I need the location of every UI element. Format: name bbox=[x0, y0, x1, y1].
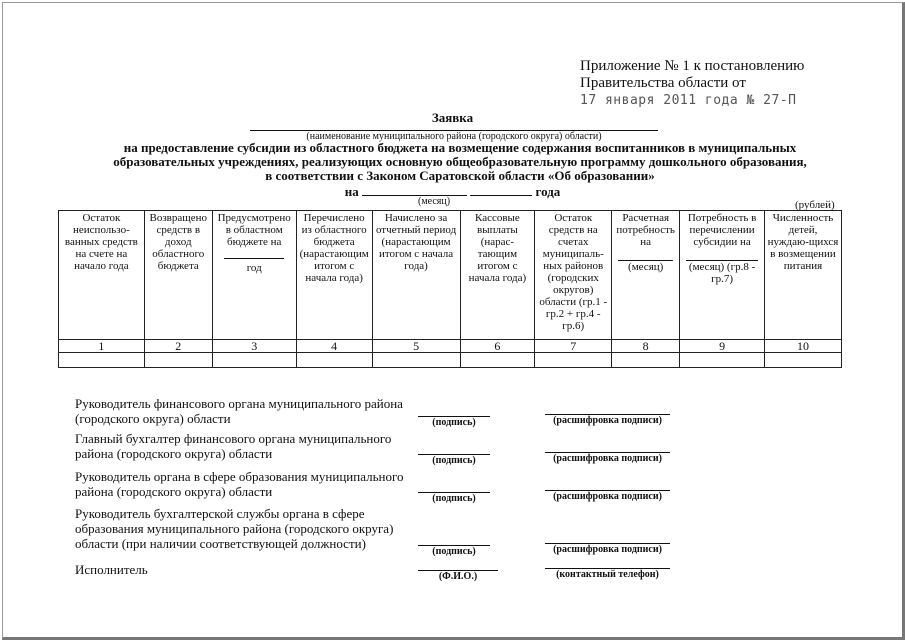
executor-phone-line: (контактный телефон) bbox=[545, 568, 670, 581]
header-cell: Возвращено средств в доход областного бю… bbox=[143, 210, 213, 340]
header-cell: Остаток неиспользо-ванных средств на сче… bbox=[58, 210, 145, 340]
column-number: 7 bbox=[534, 339, 613, 353]
appendix-line2: Правительства области от bbox=[580, 75, 746, 91]
signature-name-line: (расшифровка подписи) bbox=[545, 414, 670, 427]
signature-line: (подпись) bbox=[418, 492, 490, 505]
data-row bbox=[58, 352, 842, 368]
column-number: 5 bbox=[371, 339, 461, 353]
period-line: на года bbox=[0, 184, 905, 200]
header-cell: Расчетная потребность на (месяц) bbox=[611, 210, 681, 340]
signature-name-line: (расшифровка подписи) bbox=[545, 452, 670, 465]
appendix-line1: Приложение № 1 к постановлению bbox=[580, 58, 805, 74]
signature-block-finance-head: Руководитель финансового органа муниципа… bbox=[75, 396, 403, 426]
column-number: 3 bbox=[211, 339, 297, 353]
signature-name-line: (расшифровка подписи) bbox=[545, 543, 670, 556]
header-cell: Остаток средств на счетах муниципаль-ных… bbox=[534, 210, 613, 340]
column-number: 6 bbox=[459, 339, 536, 353]
purpose-text: на предоставление субсидии из областного… bbox=[60, 141, 860, 183]
signature-line: (подпись) bbox=[418, 454, 490, 467]
column-number: 1 bbox=[58, 339, 145, 353]
month-blank bbox=[361, 185, 467, 196]
column-number: 4 bbox=[295, 339, 373, 353]
report-table: Остаток неиспользо-ванных средств на сче… bbox=[58, 210, 842, 368]
executor-name-line: (Ф.И.О.) bbox=[418, 570, 498, 583]
column-number: 9 bbox=[679, 339, 766, 353]
signature-block-executor: Исполнитель bbox=[75, 562, 148, 577]
month-caption: (месяц) bbox=[418, 196, 451, 207]
header-cell: Численность детей, нуждаю-щихся в возмещ… bbox=[764, 210, 842, 340]
period-prefix: на bbox=[344, 184, 359, 199]
appendix-date-stamp: 17 января 2011 года № 27-П bbox=[580, 93, 797, 108]
header-cell: Перечислено из областного бюджета (нарас… bbox=[295, 210, 373, 340]
header-cell: Кассовые выплаты (нарас-тающим итогом с … bbox=[459, 210, 536, 340]
column-number: 8 bbox=[611, 339, 681, 353]
municipality-name-field: (наименование муниципального района (гор… bbox=[250, 130, 658, 143]
appendix-note: Приложение № 1 к постановлению Правитель… bbox=[580, 58, 804, 109]
header-cell: Начислено за отчетный период (нарастающи… bbox=[371, 210, 461, 340]
header-cell: Предусмотрено в областном бюджете на год bbox=[211, 210, 297, 340]
column-number: 10 bbox=[764, 339, 842, 353]
document-title: Заявка bbox=[431, 110, 474, 125]
purpose-line: образовательных учреждениях, реализующих… bbox=[113, 154, 807, 169]
signature-block-accounting-head: Руководитель бухгалтерской службы органа… bbox=[75, 506, 394, 551]
header-cell: Потребность в перечислении субсидии на (м… bbox=[679, 210, 766, 340]
column-number: 2 bbox=[143, 339, 213, 353]
signature-line: (подпись) bbox=[418, 416, 490, 429]
purpose-line: на предоставление субсидии из областного… bbox=[123, 140, 797, 155]
signature-block-chief-accountant: Главный бухгалтер финансового органа мун… bbox=[75, 431, 392, 461]
purpose-line: в соответствии с Законом Саратовской обл… bbox=[265, 168, 655, 183]
units-label: (рублей) bbox=[795, 199, 835, 211]
column-number-row: 1 2 3 4 5 6 7 8 9 10 bbox=[58, 339, 842, 353]
signature-name-line: (расшифровка подписи) bbox=[545, 490, 670, 503]
year-blank bbox=[470, 185, 533, 196]
signature-block-education-head: Руководитель органа в сфере образования … bbox=[75, 469, 404, 499]
period-suffix: года bbox=[535, 184, 561, 199]
signature-line: (подпись) bbox=[418, 545, 490, 558]
